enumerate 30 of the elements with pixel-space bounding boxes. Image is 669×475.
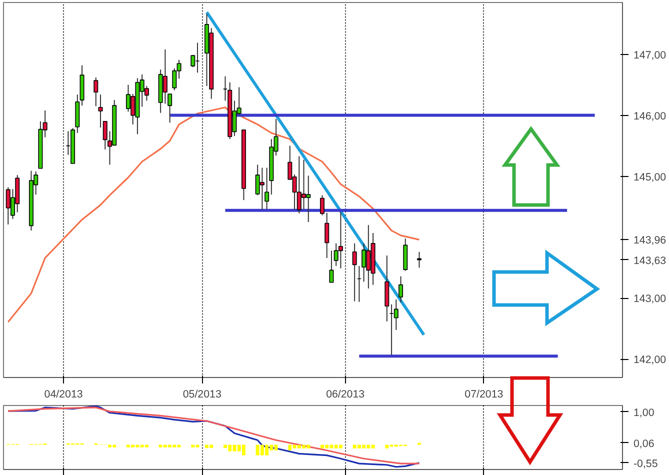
x-tick-label: 05/2013 (182, 388, 222, 400)
candlestick (168, 93, 172, 124)
candlestick (94, 77, 98, 107)
y-tick-label: 143,96 (634, 234, 666, 247)
candlestick (162, 48, 168, 104)
y-tick-label: 0,06 (634, 438, 654, 450)
candlestick (320, 194, 324, 216)
candlestick (190, 54, 196, 68)
candlestick (394, 298, 398, 330)
y-tick-label: 146,00 (634, 110, 666, 122)
x-tick-label: 06/2013 (326, 388, 365, 400)
x-tick-label: 07/2013 (464, 388, 504, 400)
x-tick-label: 04/2013 (44, 388, 83, 400)
y-tick-label: -0,55 (634, 458, 658, 470)
y-tick-label: 145,00 (634, 171, 666, 184)
y-tick-label: 142,00 (634, 354, 666, 366)
candlestick (362, 242, 366, 282)
y-tick-label: 1,00 (634, 406, 654, 419)
candlestick (338, 212, 343, 269)
candlestick (352, 242, 357, 302)
y-tick-label: 147,00 (634, 49, 666, 62)
y-tick-label: 143,63 (634, 254, 666, 267)
candlestick (329, 250, 334, 283)
line-series (7, 106, 420, 323)
candlestick (398, 276, 404, 303)
candlestick (260, 167, 264, 210)
y-tick-label: 143,00 (634, 293, 666, 306)
candlestick (417, 251, 422, 268)
candlestick (98, 94, 103, 128)
candlestick (324, 212, 330, 258)
